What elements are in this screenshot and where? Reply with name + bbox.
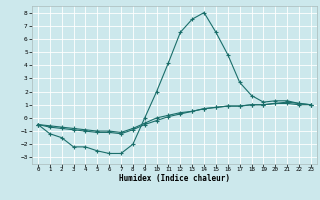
X-axis label: Humidex (Indice chaleur): Humidex (Indice chaleur) (119, 174, 230, 183)
